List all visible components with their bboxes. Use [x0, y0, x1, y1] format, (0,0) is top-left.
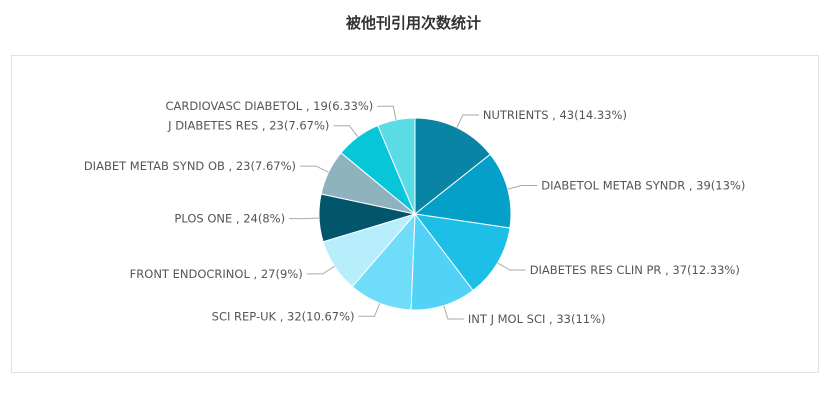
label-leader-line [456, 114, 479, 128]
pie-slice[interactable] [377, 117, 416, 215]
slice-label: J DIABETES RES , 23(7.67%) [167, 119, 329, 133]
label-leader-line [358, 303, 381, 317]
slice-label: DIABET METAB SYND OB , 23(7.67%) [84, 159, 296, 173]
label-leader-line [377, 105, 397, 120]
label-leader-line [497, 262, 526, 271]
label-leader-line [443, 305, 464, 320]
label-leader-line [289, 217, 320, 220]
label-leader-line [300, 165, 329, 173]
slice-label: DIABETES RES CLIN PR , 37(12.33%) [530, 263, 740, 277]
label-leader-line [507, 185, 538, 190]
slice-label: SCI REP-UK , 32(10.67%) [212, 309, 355, 323]
slice-label: FRONT ENDOCRINOL , 27(9%) [130, 267, 303, 281]
slice-label: CARDIOVASC DIABETOL , 19(6.33%) [165, 99, 373, 113]
pie-slice[interactable] [410, 212, 474, 311]
slice-label: DIABETOL METAB SYNDR , 39(13%) [541, 179, 745, 193]
label-leader-line [306, 265, 335, 275]
chart-title: 被他刊引用次数统计 [345, 14, 481, 32]
slice-label: NUTRIENTS , 43(14.33%) [483, 108, 627, 122]
label-leader-line [333, 125, 359, 138]
slice-label: INT J MOL SCI , 33(11%) [468, 312, 606, 326]
pie-slice[interactable] [414, 117, 491, 216]
slice-label: PLOS ONE , 24(8%) [174, 212, 285, 226]
